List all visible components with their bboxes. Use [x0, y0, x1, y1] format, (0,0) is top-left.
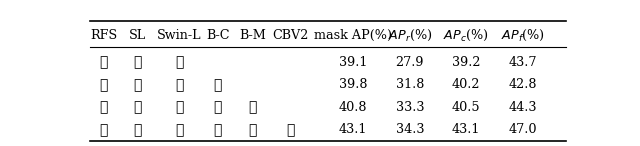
Text: 43.7: 43.7 — [508, 56, 537, 69]
Text: ✓: ✓ — [175, 78, 184, 92]
Text: ✓: ✓ — [175, 100, 184, 114]
Text: SL: SL — [129, 29, 146, 42]
Text: 33.3: 33.3 — [396, 101, 424, 114]
Text: 39.8: 39.8 — [339, 78, 367, 92]
Text: 40.2: 40.2 — [452, 78, 480, 92]
Text: 43.1: 43.1 — [452, 123, 480, 137]
Text: 40.8: 40.8 — [339, 101, 367, 114]
Text: RFS: RFS — [90, 29, 117, 42]
Text: ✓: ✓ — [100, 100, 108, 114]
Text: ✓: ✓ — [214, 100, 222, 114]
Text: 31.8: 31.8 — [396, 78, 424, 92]
Text: ✓: ✓ — [100, 123, 108, 137]
Text: ✓: ✓ — [133, 78, 141, 92]
Text: ✓: ✓ — [100, 78, 108, 92]
Text: 42.8: 42.8 — [508, 78, 537, 92]
Text: 43.1: 43.1 — [339, 123, 367, 137]
Text: $\mathit{AP}_{r}$(%): $\mathit{AP}_{r}$(%) — [388, 28, 432, 43]
Text: ✓: ✓ — [175, 123, 184, 137]
Text: 44.3: 44.3 — [508, 101, 537, 114]
Text: mask AP(%): mask AP(%) — [314, 29, 392, 42]
Text: B-C: B-C — [206, 29, 230, 42]
Text: ✓: ✓ — [214, 123, 222, 137]
Text: Swin-L: Swin-L — [157, 29, 202, 42]
Text: 34.3: 34.3 — [396, 123, 424, 137]
Text: ✓: ✓ — [287, 123, 295, 137]
Text: ✓: ✓ — [248, 100, 257, 114]
Text: 40.5: 40.5 — [452, 101, 480, 114]
Text: $\mathit{AP}_{f}$(%): $\mathit{AP}_{f}$(%) — [500, 28, 544, 43]
Text: ✓: ✓ — [248, 123, 257, 137]
Text: 27.9: 27.9 — [396, 56, 424, 69]
Text: ✓: ✓ — [133, 100, 141, 114]
Text: 39.2: 39.2 — [452, 56, 480, 69]
Text: B-M: B-M — [239, 29, 266, 42]
Text: ✓: ✓ — [100, 55, 108, 69]
Text: $\mathit{AP}_{c}$(%): $\mathit{AP}_{c}$(%) — [443, 28, 489, 43]
Text: CBV2: CBV2 — [273, 29, 309, 42]
Text: ✓: ✓ — [214, 78, 222, 92]
Text: ✓: ✓ — [175, 55, 184, 69]
Text: ✓: ✓ — [133, 123, 141, 137]
Text: 47.0: 47.0 — [508, 123, 537, 137]
Text: ✓: ✓ — [133, 55, 141, 69]
Text: 39.1: 39.1 — [339, 56, 367, 69]
